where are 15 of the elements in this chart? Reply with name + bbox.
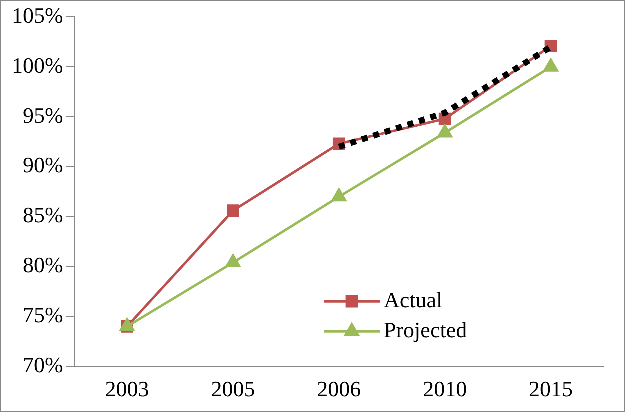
legend-label: Actual — [384, 287, 443, 312]
y-tick-label: 95% — [23, 102, 64, 128]
x-tick-label: 2005 — [211, 376, 256, 402]
y-tick-label: 100% — [12, 52, 64, 78]
x-tick-label: 2015 — [529, 376, 574, 402]
y-tick-label: 80% — [23, 252, 64, 278]
x-tick-label: 2010 — [423, 376, 468, 402]
x-tick-label: 2006 — [317, 376, 362, 402]
y-tick-label: 85% — [23, 202, 64, 228]
y-tick-label: 105% — [12, 2, 64, 28]
legend-label: Projected — [384, 317, 468, 342]
y-tick-label: 90% — [23, 152, 64, 178]
x-tick-label: 2003 — [105, 376, 150, 402]
y-tick-label: 75% — [23, 302, 64, 328]
y-tick-label: 70% — [23, 352, 64, 378]
